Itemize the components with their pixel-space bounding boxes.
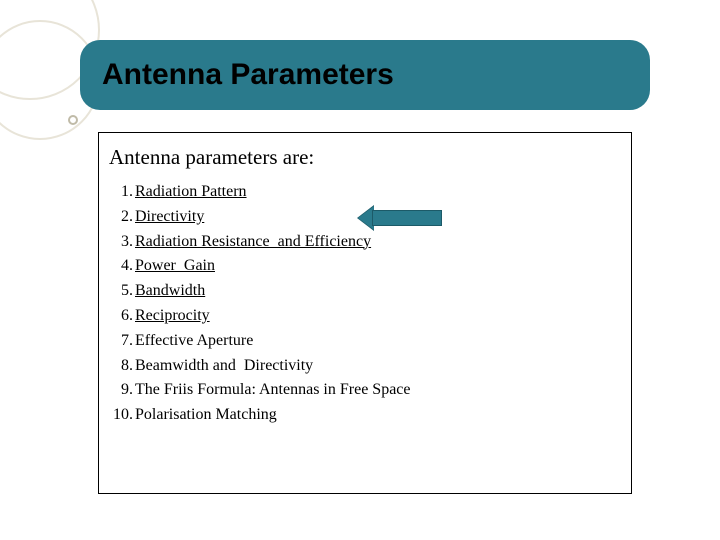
list-text: Radiation Resistance and Efficiency xyxy=(135,233,371,250)
list-text: Reciprocity xyxy=(135,307,210,324)
list-num: 8. xyxy=(107,354,133,379)
list-num: 10. xyxy=(107,403,133,428)
bg-dot xyxy=(68,115,78,125)
title-bar: Antenna Parameters xyxy=(80,40,650,110)
list-item: 1.Radiation Pattern xyxy=(107,180,623,205)
list-text: Power Gain xyxy=(135,257,215,274)
content-box: Antenna parameters are: 1.Radiation Patt… xyxy=(98,132,632,494)
arrow-body xyxy=(372,210,442,226)
subtitle: Antenna parameters are: xyxy=(109,145,623,170)
list-text: Bandwidth xyxy=(135,282,205,299)
list-item: 4.Power Gain xyxy=(107,254,623,279)
list-num: 9. xyxy=(107,378,133,403)
list-text: Beamwidth and Directivity xyxy=(135,357,313,374)
list-item: 6.Reciprocity xyxy=(107,304,623,329)
list-num: 6. xyxy=(107,304,133,329)
list-text: Effective Aperture xyxy=(135,332,253,349)
list-num: 2. xyxy=(107,205,133,230)
list-item: 8.Beamwidth and Directivity xyxy=(107,354,623,379)
list-num: 4. xyxy=(107,254,133,279)
list-num: 1. xyxy=(107,180,133,205)
list-text: The Friis Formula: Antennas in Free Spac… xyxy=(135,381,411,398)
list-item: 9.The Friis Formula: Antennas in Free Sp… xyxy=(107,378,623,403)
list-text: Radiation Pattern xyxy=(135,183,247,200)
list-num: 7. xyxy=(107,329,133,354)
list-item: 5.Bandwidth xyxy=(107,279,623,304)
list-num: 5. xyxy=(107,279,133,304)
list-text: Directivity xyxy=(135,208,204,225)
pointer-arrow xyxy=(358,206,444,230)
page-title: Antenna Parameters xyxy=(102,58,394,92)
list-item: 10.Polarisation Matching xyxy=(107,403,623,428)
list-num: 3. xyxy=(107,230,133,255)
list-item: 7.Effective Aperture xyxy=(107,329,623,354)
list-item: 3.Radiation Resistance and Efficiency xyxy=(107,230,623,255)
list-text: Polarisation Matching xyxy=(135,406,277,423)
